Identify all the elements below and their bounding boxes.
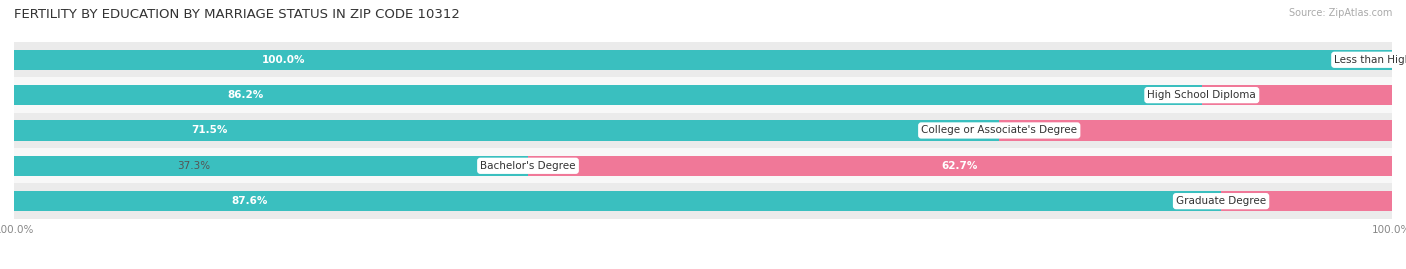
Bar <box>14 183 1392 219</box>
Bar <box>14 120 1000 141</box>
Text: 87.6%: 87.6% <box>232 196 267 206</box>
Text: 71.5%: 71.5% <box>191 125 228 136</box>
Text: Bachelor's Degree: Bachelor's Degree <box>481 161 576 171</box>
Text: 100.0%: 100.0% <box>262 55 305 65</box>
Bar <box>14 85 1202 105</box>
Text: 37.3%: 37.3% <box>177 161 211 171</box>
Bar <box>1220 191 1392 211</box>
Text: High School Diploma: High School Diploma <box>1147 90 1256 100</box>
Text: Source: ZipAtlas.com: Source: ZipAtlas.com <box>1288 8 1392 18</box>
Text: FERTILITY BY EDUCATION BY MARRIAGE STATUS IN ZIP CODE 10312: FERTILITY BY EDUCATION BY MARRIAGE STATU… <box>14 8 460 21</box>
Bar <box>1202 85 1392 105</box>
Text: 62.7%: 62.7% <box>942 161 979 171</box>
Bar <box>14 42 1392 77</box>
Bar <box>529 155 1392 176</box>
Bar <box>14 155 529 176</box>
Bar <box>14 49 1392 70</box>
Text: 86.2%: 86.2% <box>228 90 264 100</box>
Bar <box>14 191 1220 211</box>
Bar <box>14 148 1392 183</box>
Bar <box>1000 120 1392 141</box>
Text: Less than High School: Less than High School <box>1334 55 1406 65</box>
Text: Graduate Degree: Graduate Degree <box>1175 196 1267 206</box>
Bar <box>14 113 1392 148</box>
Text: College or Associate's Degree: College or Associate's Degree <box>921 125 1077 136</box>
Bar <box>14 77 1392 113</box>
